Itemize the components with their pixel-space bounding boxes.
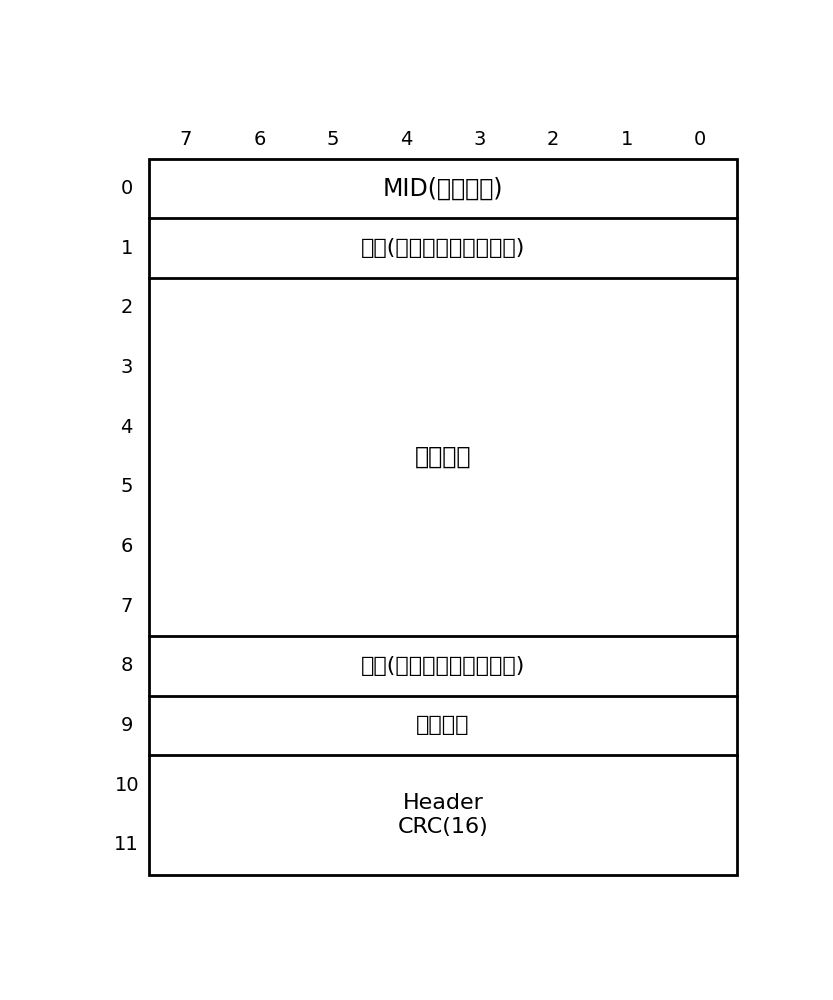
Text: 0: 0	[694, 130, 706, 149]
Text: 初始密钥: 初始密钥	[415, 445, 471, 469]
Text: 11: 11	[114, 835, 139, 854]
Text: 3: 3	[121, 358, 133, 377]
Text: 6: 6	[253, 130, 266, 149]
Text: 算法序号: 算法序号	[416, 715, 470, 735]
Text: 1: 1	[621, 130, 633, 149]
Text: 0: 0	[121, 179, 132, 198]
Text: 5: 5	[121, 477, 133, 496]
Text: 8: 8	[121, 656, 133, 675]
Text: 4: 4	[121, 418, 133, 437]
Text: 10: 10	[114, 776, 139, 795]
Text: MID(用户定义): MID(用户定义)	[383, 176, 503, 200]
Text: 2: 2	[121, 298, 133, 317]
Text: 3: 3	[474, 130, 486, 149]
Text: 保留(可以扩展为初始密钥): 保留(可以扩展为初始密钥)	[361, 656, 526, 676]
Text: 4: 4	[400, 130, 412, 149]
Text: 7: 7	[121, 597, 133, 616]
Text: 7: 7	[180, 130, 192, 149]
Text: 1: 1	[121, 239, 133, 258]
Text: Header
CRC(16): Header CRC(16)	[397, 793, 488, 837]
Text: 9: 9	[121, 716, 133, 735]
Text: 6: 6	[121, 537, 133, 556]
Text: 5: 5	[327, 130, 339, 149]
Text: 保留(可以扩展为初始密钥): 保留(可以扩展为初始密钥)	[361, 238, 526, 258]
Text: 2: 2	[547, 130, 560, 149]
